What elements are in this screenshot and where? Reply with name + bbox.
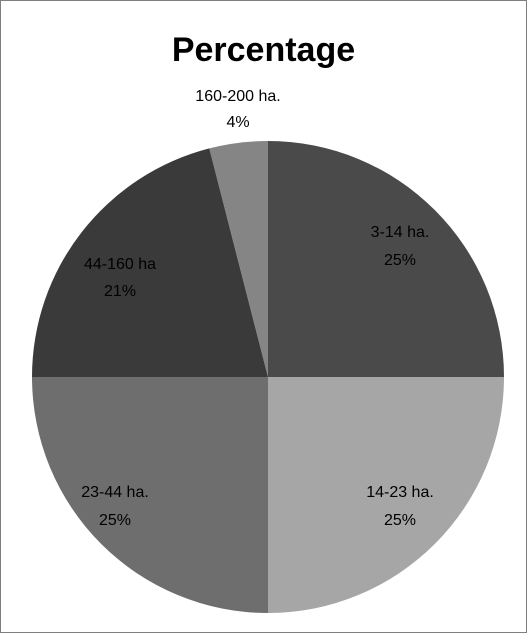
- slice-category-label: 160-200 ha.: [195, 88, 280, 105]
- slice-category-label: 23-44 ha.: [81, 484, 149, 501]
- slice-category-label: 44-160 ha: [84, 256, 156, 273]
- slice-percent-label: 4%: [226, 114, 249, 131]
- pie-slice: [209, 141, 268, 377]
- pie-slice: [32, 377, 268, 613]
- pie-slice: [268, 377, 504, 613]
- chart-title: Percentage: [171, 31, 356, 69]
- slice-category-label: 14-23 ha.: [366, 484, 434, 501]
- pie-slice: [32, 148, 268, 377]
- slice-percent-label: 25%: [384, 512, 416, 529]
- slice-percent-label: 25%: [384, 252, 416, 269]
- slice-percent-label: 25%: [99, 512, 131, 529]
- pie-slice: [268, 141, 504, 377]
- slice-category-label: 3-14 ha.: [371, 224, 430, 241]
- slice-percent-label: 21%: [104, 283, 136, 300]
